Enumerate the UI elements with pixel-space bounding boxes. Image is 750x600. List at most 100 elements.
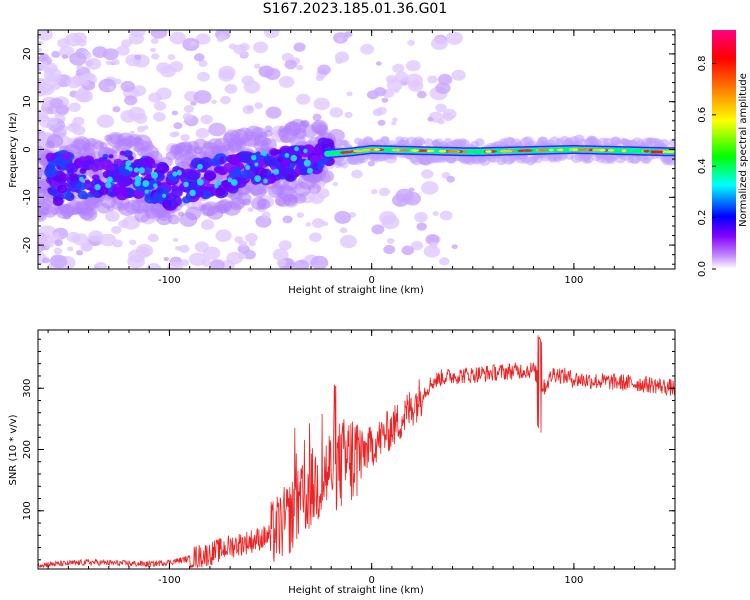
ridge-spot [151,171,159,179]
ridge-core [65,162,79,174]
ridge-spot [306,167,313,174]
noise-blob [99,233,117,247]
ridge-hotspot [500,149,509,153]
ridge-core [270,149,279,156]
ridge-spot [133,167,139,173]
noise-blob [155,87,172,100]
ridge-halo [423,138,434,147]
noise-blob [49,254,68,269]
noise-blob [59,45,75,58]
noise-blob [261,211,271,219]
ridge-hotspot [577,148,590,152]
ridge-spot [94,183,101,191]
ridge-hotspot [352,149,364,153]
noise-blob [254,63,261,69]
ridge-halo [319,170,335,183]
colorbar-label: Normalized spectral amplitude [738,73,749,227]
ridge-hotspot [621,149,627,152]
noise-blob [38,47,43,53]
noise-blob [427,116,434,122]
noise-blob [451,69,466,81]
ridge-spot [263,178,268,184]
noise-blob [278,240,292,251]
noise-blob [173,122,183,130]
ridge-spot [254,175,262,183]
noise-blob [403,191,422,206]
ridge-spot [214,184,219,189]
noise-blob [153,101,167,111]
ridge-hotspot [556,148,564,152]
ridge-core [182,168,196,180]
noise-blob [150,30,168,39]
noise-blob [381,97,389,103]
ridge-core [52,197,64,206]
x-tick-label: -100 [158,575,181,586]
noise-blob [53,247,63,255]
noise-blob [437,118,445,125]
noise-blob [376,106,387,115]
noise-blob [420,181,439,195]
noise-blob [82,80,90,86]
noise-blob [322,221,329,227]
ridge-halo [167,214,180,225]
noise-blob [93,264,101,269]
noise-blob [432,211,439,216]
ridge-halo [46,134,64,149]
ridge-hotspot [417,149,428,152]
noise-blob [334,210,352,224]
noise-blob [54,239,63,247]
ridge-core [89,188,97,195]
ridge-spot [144,189,149,194]
ridge-spot [177,169,182,174]
ridge-core [56,165,62,170]
colorbar-tick-label: 0.8 [697,55,708,71]
noise-blob [67,246,74,252]
noise-blob [211,99,217,104]
colorbar-gradient [712,30,736,269]
noise-blob [77,38,87,47]
y-tick-label: 10 [22,95,33,108]
noise-blob [195,127,210,139]
ridge-core [277,157,284,163]
noise-blob [178,244,190,253]
noise-blob [438,257,450,266]
noise-blob [228,43,237,50]
ridge-halo [584,156,594,164]
ridge-spot [273,168,280,175]
noise-blob [129,239,137,246]
ridge-hotspot [447,150,457,153]
colorbar: 0.0 0.2 0.4 0.6 0.8 Normalized spectral ampl… [697,30,749,277]
noise-blob [245,232,258,243]
noise-blob [87,73,95,80]
noise-blob [276,258,287,267]
noise-blob [371,189,378,195]
ridge-hotspot [341,150,353,154]
noise-blob [377,119,386,126]
noise-blob [167,53,176,60]
noise-blob [255,215,272,228]
noise-blob [385,75,397,84]
ridge-halo [156,212,173,226]
ridge-hotspot [438,149,447,153]
ridge-spot [79,176,84,182]
noise-blob [43,67,62,82]
ridge-spot [125,160,132,167]
ridge-core [263,155,277,167]
ridge-core [218,165,225,172]
ridge-halo [242,198,252,206]
ridge-spot [230,179,238,186]
snr-panel: -100 0 100 100 200 300 Height of straight lin… [8,329,676,596]
ridge-core [219,156,225,161]
x-tick-label: 100 [564,275,583,286]
noise-blob [406,60,421,72]
ridge-spot [294,146,299,152]
noise-blob [134,54,142,60]
noise-blob [407,39,416,46]
noise-blob [169,31,186,45]
noise-blob [416,90,427,99]
noise-blob [103,48,119,61]
x-tick-label: 0 [368,275,374,286]
noise-blob [198,59,208,68]
ridge-core [108,154,114,159]
noise-blob [124,95,138,106]
